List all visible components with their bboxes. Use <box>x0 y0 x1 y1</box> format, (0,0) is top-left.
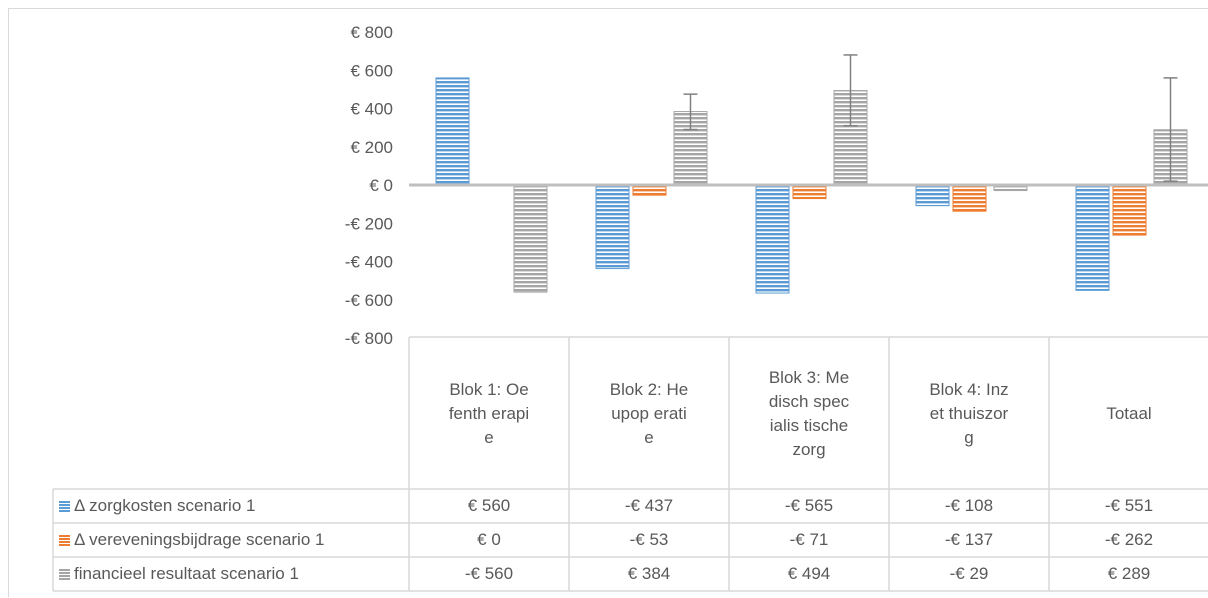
bar <box>915 184 950 207</box>
legend-entry: financieel resultaat scenario 1 <box>59 557 299 591</box>
table-cell: € 560 <box>467 496 511 515</box>
category-label: Totaal <box>1106 404 1152 423</box>
y-tick-label: -€ 800 <box>345 329 393 348</box>
legend-label: Δ vereveningsbijdrage scenario 1 <box>74 530 325 549</box>
y-tick-label: -€ 600 <box>345 291 393 310</box>
chart-plot: € 800 € 600 € 400 € 200 € 0 -€ 200 -€ 400 -€ 60… <box>52 23 1208 592</box>
y-tick-label: € 200 <box>350 138 393 157</box>
legend-label: Δ zorgkosten scenario 1 <box>74 496 256 515</box>
bar <box>952 184 987 212</box>
bar <box>755 184 790 294</box>
y-tick-label: -€ 400 <box>345 253 393 272</box>
bar <box>632 184 667 196</box>
category-label: Blok 2: Heupop eratie <box>609 380 689 447</box>
table-cell: -€ 29 <box>949 564 989 583</box>
table-cell: -€ 560 <box>464 564 514 583</box>
table-cell: -€ 137 <box>944 530 994 549</box>
legend-key <box>59 534 70 546</box>
table-cell: -€ 262 <box>1104 530 1154 549</box>
legend-entry: Δ vereveningsbijdrage scenario 1 <box>59 523 324 557</box>
legend-entry: Δ zorgkosten scenario 1 <box>59 489 255 523</box>
table-cell: € 289 <box>1107 564 1151 583</box>
y-tick-label: € 600 <box>350 61 393 80</box>
category-label: Blok 4: Inzet thuiszor g <box>929 380 1009 447</box>
legend-key <box>59 500 70 512</box>
bar <box>595 184 630 270</box>
y-tick-label: € 0 <box>369 176 393 195</box>
table-cell: -€ 437 <box>624 496 674 515</box>
bar <box>1112 184 1147 236</box>
chart-frame: € 800 € 600 € 400 € 200 € 0 -€ 200 -€ 400 -€ 60… <box>8 8 1208 597</box>
legend-label: financieel resultaat scenario 1 <box>74 564 299 583</box>
bar <box>435 77 470 186</box>
legend-key <box>59 568 70 580</box>
bar <box>1075 184 1110 291</box>
table-cell: -€ 71 <box>789 530 829 549</box>
table-cell: -€ 53 <box>629 530 669 549</box>
category-label: Blok 3: Medisch specialis tische zorg <box>768 368 850 459</box>
y-tick-label: € 400 <box>350 100 393 119</box>
bar <box>513 184 548 293</box>
table-cell: € 384 <box>627 564 671 583</box>
y-tick-label: € 800 <box>350 23 393 42</box>
table-cell: -€ 551 <box>1104 496 1154 515</box>
bar <box>792 184 827 200</box>
table-cell: -€ 565 <box>784 496 834 515</box>
category-label: Blok 1: Oefenth erapie <box>448 380 530 447</box>
table-cell: € 494 <box>787 564 831 583</box>
table-cell: € 0 <box>477 530 501 549</box>
table-cell: -€ 108 <box>944 496 994 515</box>
y-tick-label: -€ 200 <box>345 214 393 233</box>
